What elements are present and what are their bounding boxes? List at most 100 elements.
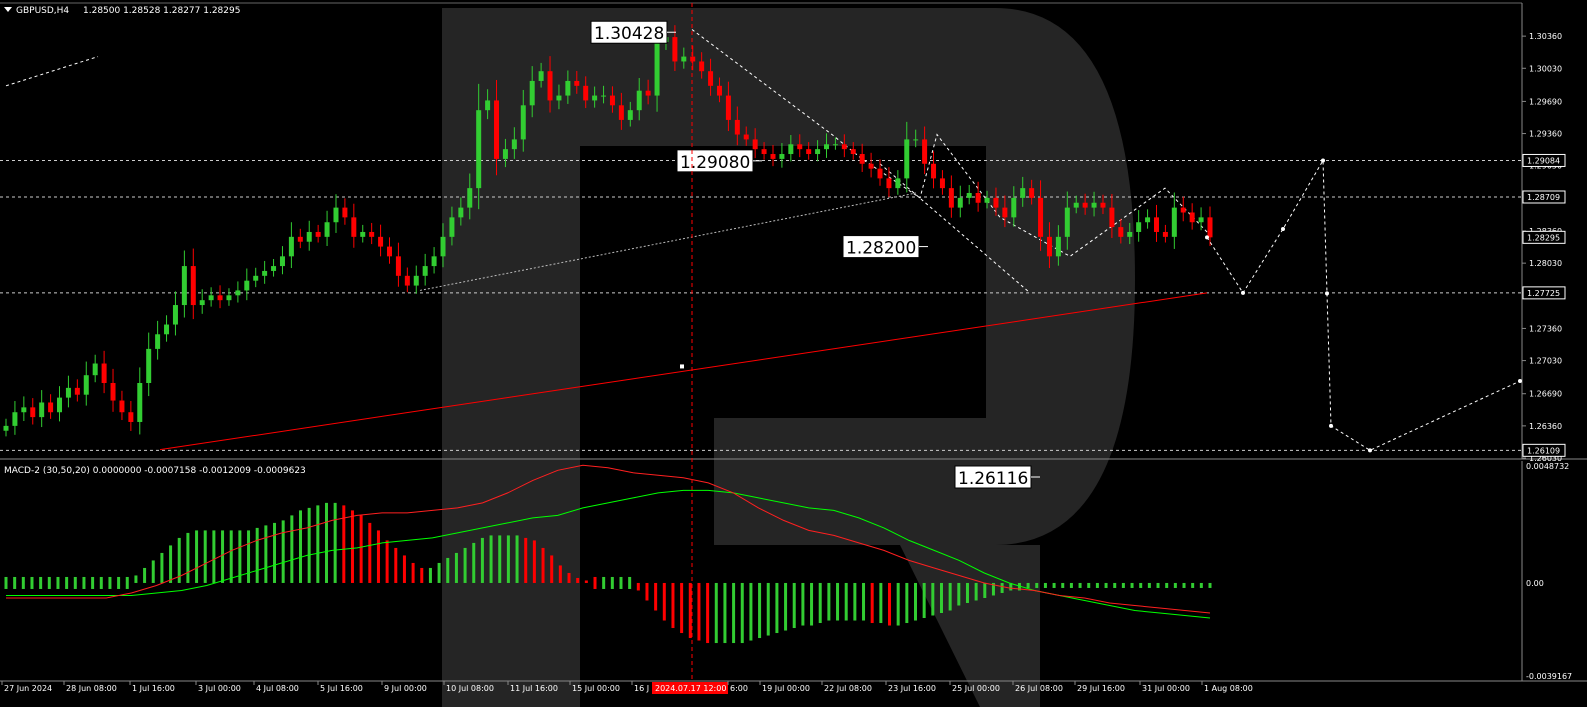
candle-body: [1189, 212, 1195, 223]
forecast-path[interactable]: [1205, 158, 1522, 453]
candle-body: [832, 144, 838, 146]
candle-body: [975, 193, 981, 203]
candle-body: [877, 168, 883, 179]
ohlc-label: 1.28500 1.28528 1.28277 1.28295: [83, 6, 240, 16]
forecast-point: [1281, 227, 1285, 232]
candle-body: [752, 139, 758, 150]
candle-body: [984, 197, 990, 203]
candle-body: [850, 149, 856, 155]
candle-body: [360, 231, 366, 237]
price-tick-label: 1.28030: [1529, 259, 1562, 268]
candle-body: [511, 139, 517, 150]
macd-panel[interactable]: 0.0048732 0.00 -0.0039167 MACD-2 (30,50,20…: [0, 461, 1587, 682]
collapse-triangle-icon[interactable]: [4, 7, 12, 12]
price-tick-label: 1.29360: [1529, 130, 1562, 139]
forecast-line[interactable]: [1206, 158, 1521, 451]
macd-bar: [922, 582, 926, 619]
support-trendline[interactable]: [419, 192, 917, 291]
forecast-point: [1518, 379, 1522, 384]
macd-bar: [654, 582, 658, 611]
macd-bar: [1017, 582, 1021, 591]
candle-body: [226, 295, 232, 301]
macd-bar: [1009, 582, 1013, 591]
candle-body: [1162, 231, 1168, 237]
candle-body: [164, 324, 170, 335]
candle-body: [351, 217, 357, 237]
red-trendline[interactable]: [159, 292, 1208, 451]
macd-bar: [255, 527, 259, 583]
target-projection-line[interactable]: [879, 163, 1031, 294]
trendline-anchor: [680, 364, 684, 369]
candle-body: [57, 397, 63, 413]
price-tick-label: 1.30030: [1529, 64, 1562, 73]
macd-bar: [134, 575, 138, 583]
macd-bar: [1121, 582, 1125, 588]
macd-bar: [472, 542, 476, 583]
candle-body: [502, 149, 508, 159]
macd-bar: [506, 535, 510, 583]
candle-body: [592, 95, 598, 101]
candle-body: [12, 412, 18, 426]
candle-body: [1145, 217, 1151, 223]
candle-body: [110, 383, 116, 401]
macd-bar: [411, 562, 415, 583]
candle-body: [868, 163, 874, 169]
macd-bar: [749, 582, 753, 641]
candle-body: [824, 144, 830, 150]
price-tick-label: 1.27360: [1529, 324, 1562, 333]
time-tick-label: 28 Jun 08:00: [66, 684, 117, 693]
candle-body: [761, 149, 767, 155]
macd-bar: [143, 567, 147, 583]
macd-bar: [195, 530, 199, 583]
macd-bar: [307, 507, 311, 583]
macd-bar: [732, 582, 736, 644]
macd-bar: [463, 547, 467, 583]
macd-bar: [879, 582, 883, 624]
macd-bar: [853, 582, 857, 621]
level-price-label-2: 1.27725: [1527, 289, 1560, 298]
time-tick-label: 16 J: [634, 684, 649, 693]
macd-tick-label: 0.0048732: [1526, 462, 1569, 471]
macd-header-label: MACD-2 (30,50,20) 0.0000000 -0.0007158 -…: [4, 466, 306, 476]
macd-bar: [151, 560, 155, 583]
candle-body: [3, 425, 9, 431]
candle-body: [1073, 202, 1079, 208]
time-tick-label: 26 Jul 08:00: [1015, 684, 1063, 693]
forecast-point: [1205, 235, 1209, 240]
time-tick-label: 19 Jul 00:00: [762, 684, 810, 693]
candle-body: [547, 71, 553, 101]
macd-bar: [1095, 582, 1099, 588]
watermark-logo: [442, 8, 1135, 707]
macd-bar: [212, 530, 216, 583]
macd-bar: [541, 547, 545, 583]
macd-bar: [931, 582, 935, 616]
macd-bar: [974, 582, 978, 601]
candle-body: [1118, 227, 1124, 237]
candle-body: [797, 144, 803, 150]
candle-body: [262, 270, 268, 276]
candle-body: [30, 407, 36, 418]
price-panel[interactable]: 1.30428 1.29080 1.28200 1.26116 1.30360 1.30…: [0, 2, 1587, 489]
level-price-label-3: 1.26109: [1527, 446, 1560, 455]
macd-bar: [515, 535, 519, 583]
price-tick-label: 1.27030: [1529, 357, 1562, 366]
macd-bar: [117, 576, 121, 589]
level-price-box-3: [1522, 443, 1566, 457]
old-forecast-line[interactable]: [5, 56, 99, 87]
candle-body: [1046, 236, 1052, 257]
horizontal-levels[interactable]: [0, 159, 1522, 451]
candle-body: [431, 256, 437, 267]
forecast-point: [1321, 158, 1325, 163]
candle-body: [788, 144, 794, 155]
trendlines[interactable]: [5, 29, 1208, 451]
candle-body: [181, 266, 187, 306]
macd-bar: [645, 582, 649, 601]
macd-bar: [567, 572, 571, 583]
macd-bar: [810, 582, 814, 626]
candle-body: [806, 149, 812, 155]
wave-markup-line[interactable]: [691, 29, 1208, 257]
macd-bar: [1165, 582, 1169, 588]
candlesticks: [3, 21, 1213, 437]
macd-bar: [836, 582, 840, 621]
